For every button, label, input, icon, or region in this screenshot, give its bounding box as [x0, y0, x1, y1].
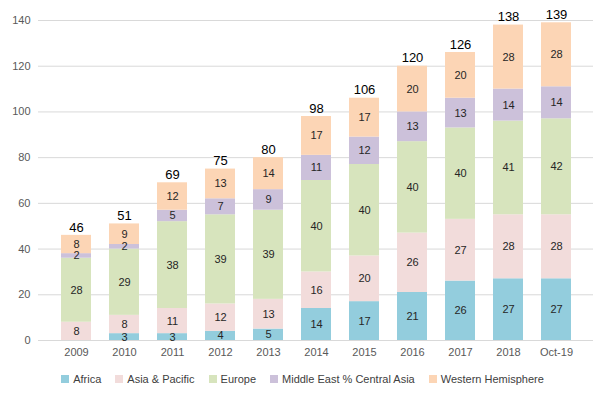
svg-text:98: 98: [309, 101, 323, 116]
svg-text:26: 26: [454, 304, 466, 316]
svg-text:9: 9: [265, 193, 271, 205]
svg-text:Oct-19: Oct-19: [540, 346, 573, 358]
svg-text:40: 40: [454, 167, 466, 179]
svg-text:2: 2: [73, 249, 79, 261]
svg-text:2011: 2011: [161, 346, 185, 358]
svg-text:40: 40: [406, 181, 418, 193]
svg-text:13: 13: [262, 308, 274, 320]
svg-text:12: 12: [214, 311, 226, 323]
svg-text:51: 51: [117, 208, 131, 223]
svg-text:39: 39: [262, 248, 274, 260]
html-text:Middle East % Central Asia: Middle East % Central Asia: [282, 373, 415, 385]
svg-text:13: 13: [454, 107, 466, 119]
svg-text:38: 38: [166, 259, 178, 271]
svg-text:2013: 2013: [256, 346, 280, 358]
svg-text:13: 13: [214, 177, 226, 189]
svg-text:2014: 2014: [304, 346, 328, 358]
svg-text:28: 28: [502, 51, 514, 63]
svg-text:20: 20: [18, 288, 30, 300]
svg-text:0: 0: [24, 334, 30, 346]
svg-text:28: 28: [550, 48, 562, 60]
svg-text:29: 29: [118, 276, 130, 288]
svg-text:16: 16: [310, 284, 322, 296]
svg-text:39: 39: [214, 253, 226, 265]
svg-text:60: 60: [18, 197, 30, 209]
svg-text:120: 120: [402, 50, 424, 65]
svg-text:40: 40: [18, 243, 30, 255]
svg-text:11: 11: [167, 315, 178, 327]
svg-text:139: 139: [546, 7, 568, 22]
svg-text:20: 20: [358, 272, 370, 284]
svg-text:120: 120: [12, 60, 30, 72]
svg-text:5: 5: [169, 209, 175, 221]
html-text:Europe: Europe: [220, 373, 256, 385]
svg-text:2009: 2009: [64, 346, 88, 358]
svg-text:27: 27: [550, 303, 562, 315]
svg-text:17: 17: [358, 315, 370, 327]
svg-text:17: 17: [358, 111, 370, 123]
svg-text:100: 100: [12, 105, 30, 117]
svg-text:2010: 2010: [112, 346, 136, 358]
svg-text:5: 5: [265, 328, 271, 340]
svg-text:75: 75: [213, 153, 227, 168]
svg-text:69: 69: [165, 167, 179, 182]
svg-text:8: 8: [73, 238, 79, 250]
svg-text:26: 26: [406, 256, 418, 268]
svg-text:17: 17: [310, 129, 322, 141]
svg-text:20: 20: [406, 83, 418, 95]
svg-text:12: 12: [358, 144, 370, 156]
html-text:Asia & Pacific: Asia & Pacific: [127, 373, 195, 385]
svg-text:14: 14: [310, 318, 322, 330]
svg-text:3: 3: [121, 331, 127, 343]
svg-text:42: 42: [550, 160, 562, 172]
svg-text:138: 138: [498, 9, 520, 24]
svg-text:46: 46: [69, 220, 83, 235]
svg-text:28: 28: [550, 240, 562, 252]
svg-text:2: 2: [121, 240, 127, 252]
svg-text:126: 126: [450, 37, 472, 52]
svg-text:27: 27: [454, 244, 466, 256]
svg-text:40: 40: [358, 204, 370, 216]
svg-text:9: 9: [121, 228, 127, 240]
svg-text:14: 14: [550, 96, 562, 108]
svg-text:28: 28: [70, 284, 82, 296]
svg-text:11: 11: [311, 161, 322, 173]
svg-text:14: 14: [502, 99, 514, 111]
svg-text:2015: 2015: [352, 346, 376, 358]
svg-text:20: 20: [454, 69, 466, 81]
html-text:Western Hemisphere: Western Hemisphere: [440, 373, 544, 385]
svg-text:4: 4: [217, 329, 223, 341]
svg-text:2017: 2017: [448, 346, 472, 358]
svg-text:2012: 2012: [208, 346, 232, 358]
svg-text:8: 8: [73, 325, 79, 337]
svg-text:14: 14: [262, 167, 274, 179]
svg-text:2016: 2016: [400, 346, 424, 358]
svg-text:40: 40: [310, 220, 322, 232]
svg-text:106: 106: [354, 82, 376, 97]
svg-text:12: 12: [166, 190, 178, 202]
svg-text:41: 41: [502, 161, 514, 173]
svg-text:80: 80: [261, 142, 275, 157]
svg-text:80: 80: [18, 151, 30, 163]
svg-text:8: 8: [121, 318, 127, 330]
svg-text:2018: 2018: [496, 346, 520, 358]
svg-text:28: 28: [502, 240, 514, 252]
svg-text:13: 13: [406, 120, 418, 132]
html-text:Africa: Africa: [73, 373, 102, 385]
svg-text:21: 21: [406, 310, 418, 322]
svg-text:27: 27: [502, 303, 514, 315]
svg-text:7: 7: [217, 200, 223, 212]
svg-text:140: 140: [12, 14, 30, 26]
svg-text:3: 3: [169, 331, 175, 343]
